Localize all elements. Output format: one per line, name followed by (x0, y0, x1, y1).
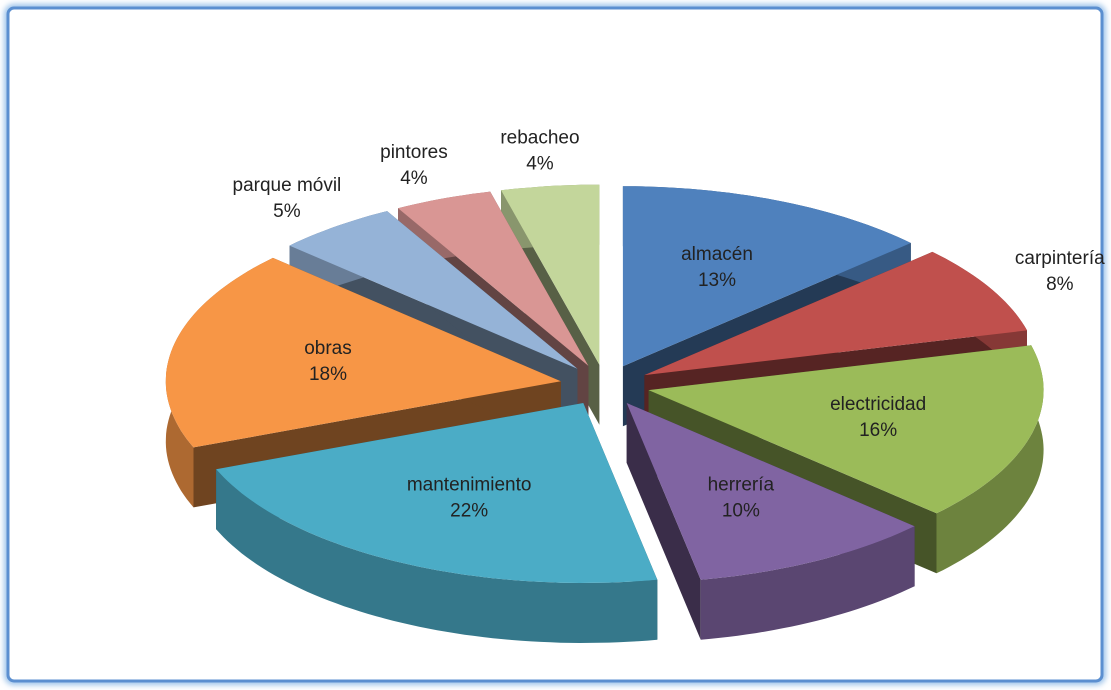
slice (626, 403, 915, 640)
plot: almacén 13% carpintería 8% electricidad 16% he… (165, 127, 1105, 643)
slice-value-label: 8% (1046, 274, 1074, 295)
slice-label: carpintería (1015, 248, 1105, 269)
slice-label: rebacheo (500, 127, 579, 148)
slice-value-label: 13% (698, 270, 736, 291)
slice-top (165, 257, 561, 448)
slice-wall (216, 469, 658, 643)
slice-top (626, 403, 915, 580)
slice-value-label: 16% (859, 420, 897, 441)
slice-label: pintores (380, 142, 448, 163)
slice-top (622, 186, 911, 367)
slice-top (398, 191, 589, 366)
slice-value-label: 18% (309, 364, 347, 385)
slice-top (644, 251, 1027, 376)
slice-label: almacén (681, 244, 753, 265)
slice-top (216, 403, 658, 583)
slice-top (648, 345, 1044, 514)
slice-side (626, 403, 701, 640)
slice-label: parque móvil (233, 175, 342, 196)
slice-wall (700, 526, 915, 640)
slice-top (501, 184, 600, 365)
slice-value-label: 5% (273, 201, 301, 222)
slice-top (289, 211, 578, 369)
slice (216, 403, 658, 643)
slice-value-label: 10% (722, 501, 760, 522)
slice-label: obras (304, 338, 352, 359)
slice-label: mantenimiento (407, 475, 532, 496)
slice-label: herrería (708, 475, 775, 496)
slice-label: electricidad (830, 394, 926, 415)
slice-value-label: 4% (400, 168, 428, 189)
slice-value-label: 22% (450, 501, 488, 522)
slice-wall (936, 345, 1044, 574)
slice-value-label: 4% (526, 153, 554, 174)
